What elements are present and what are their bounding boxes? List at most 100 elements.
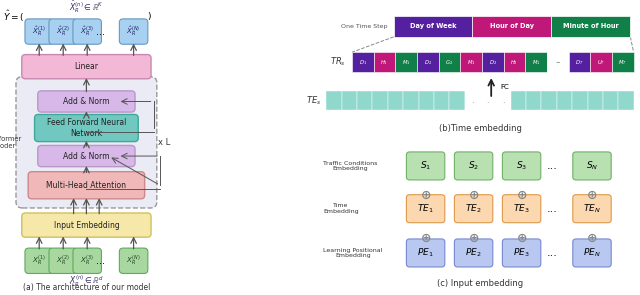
Text: ...: ... xyxy=(547,204,557,214)
Text: ⊕: ⊕ xyxy=(587,189,597,202)
FancyBboxPatch shape xyxy=(49,248,77,273)
Text: $\hat{X}_R^{(3)}$: $\hat{X}_R^{(3)}$ xyxy=(81,24,94,39)
Bar xyxy=(482,52,504,72)
Text: $M_1$: $M_1$ xyxy=(467,58,476,67)
Bar xyxy=(449,91,465,110)
FancyBboxPatch shape xyxy=(38,145,135,167)
Bar xyxy=(388,91,403,110)
FancyBboxPatch shape xyxy=(454,239,493,267)
Bar xyxy=(551,16,630,37)
Text: Day of Week: Day of Week xyxy=(410,23,456,29)
Text: Hour of Day: Hour of Day xyxy=(490,23,534,29)
Text: $TE_s$: $TE_s$ xyxy=(307,94,322,107)
Text: Multi-Head Attention: Multi-Head Attention xyxy=(47,181,127,190)
Bar xyxy=(603,91,618,110)
Text: Time
Embedding: Time Embedding xyxy=(323,203,359,214)
Bar xyxy=(480,91,495,110)
Bar xyxy=(374,52,396,72)
Bar xyxy=(495,91,511,110)
Text: $D_2$: $D_2$ xyxy=(489,58,497,67)
Text: (a) The architecture of our model: (a) The architecture of our model xyxy=(22,283,150,292)
Text: ⊕: ⊕ xyxy=(420,189,431,202)
Text: $\hat{X}_R^{(N)}$: $\hat{X}_R^{(N)}$ xyxy=(127,24,141,39)
Text: ...: ... xyxy=(547,161,557,171)
Text: $\hat{X}_R^{(1)}$: $\hat{X}_R^{(1)}$ xyxy=(33,24,46,39)
Bar xyxy=(396,52,417,72)
Bar xyxy=(403,91,419,110)
FancyBboxPatch shape xyxy=(454,195,493,223)
Text: Learning Positional
Embedding: Learning Positional Embedding xyxy=(323,248,383,258)
FancyBboxPatch shape xyxy=(406,152,445,180)
Text: ⊕: ⊕ xyxy=(420,232,431,245)
Text: $PE_3$: $PE_3$ xyxy=(513,247,530,259)
FancyBboxPatch shape xyxy=(119,19,148,44)
Text: Feed Forward Neural
Network: Feed Forward Neural Network xyxy=(47,118,126,138)
Text: Transformer
Encoder: Transformer Encoder xyxy=(0,136,22,149)
Text: (c) Input embedding: (c) Input embedding xyxy=(437,278,523,288)
FancyBboxPatch shape xyxy=(573,239,611,267)
FancyBboxPatch shape xyxy=(502,195,541,223)
Text: $X_R^{(3)}$: $X_R^{(3)}$ xyxy=(80,254,94,268)
FancyBboxPatch shape xyxy=(35,114,138,142)
Text: $X_R^{(n)} \in \mathbb{R}^d$: $X_R^{(n)} \in \mathbb{R}^d$ xyxy=(69,274,104,289)
Bar xyxy=(588,91,603,110)
Bar xyxy=(568,52,590,72)
Text: $TE_3$: $TE_3$ xyxy=(513,202,530,215)
Bar xyxy=(572,91,588,110)
Text: Linear: Linear xyxy=(74,62,99,71)
Text: $PE_1$: $PE_1$ xyxy=(417,247,434,259)
Text: x L: x L xyxy=(159,138,171,147)
Bar xyxy=(511,91,526,110)
Text: $S_N$: $S_N$ xyxy=(586,160,598,172)
Text: $S_3$: $S_3$ xyxy=(516,160,527,172)
Text: $U_T$: $U_T$ xyxy=(597,58,605,67)
Text: One Time Step: One Time Step xyxy=(340,24,387,29)
Text: $G_2$: $G_2$ xyxy=(445,58,454,67)
Text: Add & Norm: Add & Norm xyxy=(63,97,109,106)
Text: $H_1$: $H_1$ xyxy=(380,58,388,67)
Text: (b)Time embedding: (b)Time embedding xyxy=(438,124,522,133)
Text: $X_R^{(2)}$: $X_R^{(2)}$ xyxy=(56,254,70,268)
Bar xyxy=(357,91,372,110)
Text: $-$: $-$ xyxy=(555,60,561,65)
Bar xyxy=(590,52,612,72)
Text: $\hat{Y}=($: $\hat{Y}=($ xyxy=(3,9,24,24)
Bar xyxy=(465,91,480,110)
Text: ⊕: ⊕ xyxy=(468,189,479,202)
FancyBboxPatch shape xyxy=(406,239,445,267)
Text: $S_1$: $S_1$ xyxy=(420,160,431,172)
Text: $D_2$: $D_2$ xyxy=(424,58,432,67)
Text: $PE_2$: $PE_2$ xyxy=(465,247,482,259)
Bar xyxy=(326,91,342,110)
Text: $S_2$: $S_2$ xyxy=(468,160,479,172)
Bar xyxy=(460,52,482,72)
Text: $TE_N$: $TE_N$ xyxy=(583,202,601,215)
FancyBboxPatch shape xyxy=(22,213,151,237)
Bar xyxy=(612,52,634,72)
FancyBboxPatch shape xyxy=(454,152,493,180)
Text: ⊕: ⊕ xyxy=(587,232,597,245)
Text: $\hat{X}_R^{(2)}$: $\hat{X}_R^{(2)}$ xyxy=(56,24,70,39)
Text: $M_T$: $M_T$ xyxy=(618,58,627,67)
Text: $M_1$: $M_1$ xyxy=(402,58,410,67)
Text: $M_1$: $M_1$ xyxy=(532,58,540,67)
Bar xyxy=(618,91,634,110)
Bar xyxy=(342,91,357,110)
Text: $X_R^{(N)}$: $X_R^{(N)}$ xyxy=(126,254,141,268)
Text: .: . xyxy=(486,96,489,105)
FancyBboxPatch shape xyxy=(49,19,77,44)
Text: FC: FC xyxy=(501,84,509,90)
Text: $D_1$: $D_1$ xyxy=(359,58,367,67)
FancyBboxPatch shape xyxy=(25,248,54,273)
FancyBboxPatch shape xyxy=(406,195,445,223)
Bar xyxy=(557,91,572,110)
FancyBboxPatch shape xyxy=(73,19,101,44)
Bar xyxy=(434,91,449,110)
FancyBboxPatch shape xyxy=(573,195,611,223)
Bar xyxy=(417,52,438,72)
Text: ⊕: ⊕ xyxy=(516,232,527,245)
FancyBboxPatch shape xyxy=(38,91,135,112)
FancyBboxPatch shape xyxy=(502,239,541,267)
Text: $H_2$: $H_2$ xyxy=(511,58,518,67)
FancyBboxPatch shape xyxy=(22,55,151,79)
